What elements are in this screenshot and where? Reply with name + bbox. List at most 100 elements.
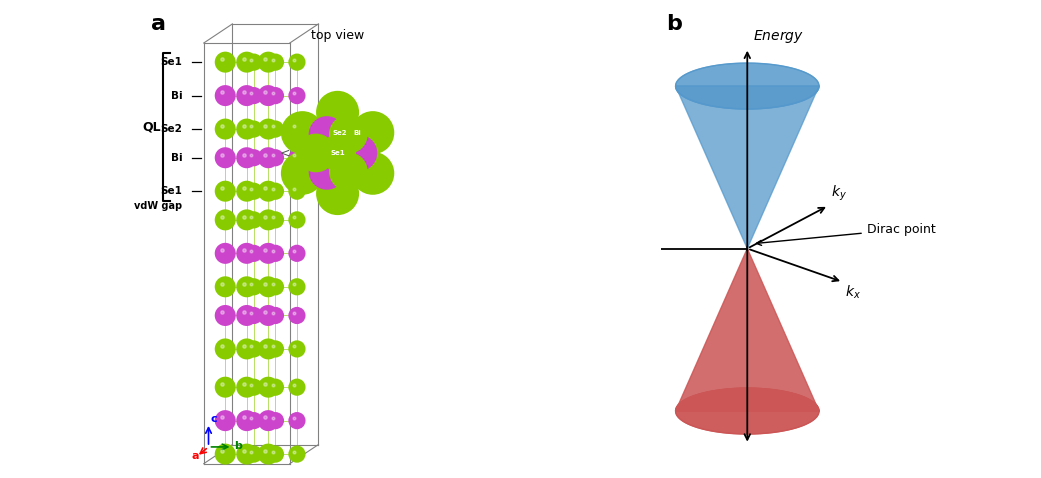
Text: Se2: Se2 [160, 124, 182, 134]
Circle shape [214, 147, 235, 168]
Circle shape [266, 412, 284, 429]
Circle shape [266, 120, 284, 138]
Circle shape [246, 445, 262, 463]
Polygon shape [676, 388, 819, 434]
Circle shape [246, 340, 262, 358]
Circle shape [266, 445, 284, 463]
Circle shape [288, 340, 306, 358]
Circle shape [236, 276, 257, 297]
Circle shape [329, 152, 367, 191]
Circle shape [288, 149, 306, 166]
Circle shape [288, 120, 306, 138]
Circle shape [258, 209, 279, 230]
Circle shape [258, 338, 279, 359]
Text: Bi: Bi [354, 130, 361, 136]
Circle shape [266, 149, 284, 166]
Circle shape [266, 87, 284, 104]
Polygon shape [676, 63, 819, 109]
Polygon shape [676, 86, 819, 249]
Circle shape [316, 91, 359, 134]
Circle shape [351, 111, 395, 154]
Circle shape [329, 115, 367, 154]
Circle shape [281, 111, 324, 154]
Circle shape [236, 181, 257, 202]
Circle shape [288, 183, 306, 200]
Circle shape [258, 52, 279, 73]
Circle shape [214, 119, 235, 140]
Circle shape [246, 211, 262, 228]
Circle shape [309, 153, 345, 190]
Circle shape [246, 54, 262, 71]
Circle shape [246, 412, 262, 429]
Circle shape [258, 410, 279, 431]
Circle shape [214, 305, 235, 326]
Circle shape [246, 379, 262, 396]
Circle shape [258, 119, 279, 140]
Text: $k_x$: $k_x$ [845, 283, 861, 301]
Circle shape [288, 245, 306, 262]
Circle shape [266, 54, 284, 71]
Circle shape [214, 276, 235, 297]
Circle shape [258, 85, 279, 106]
Circle shape [288, 87, 306, 104]
Circle shape [258, 147, 279, 168]
Circle shape [236, 338, 257, 359]
Circle shape [236, 410, 257, 431]
Text: c: c [210, 413, 218, 424]
Circle shape [266, 245, 284, 262]
Circle shape [288, 278, 306, 295]
Circle shape [236, 209, 257, 230]
Circle shape [266, 340, 284, 358]
Circle shape [236, 52, 257, 73]
Circle shape [236, 444, 257, 465]
Circle shape [214, 377, 235, 398]
Circle shape [316, 172, 359, 215]
Circle shape [288, 412, 306, 429]
Circle shape [258, 243, 279, 264]
Circle shape [266, 307, 284, 324]
Circle shape [214, 410, 235, 431]
Text: $k_y$: $k_y$ [831, 184, 846, 203]
Circle shape [214, 52, 235, 73]
Text: vdW gap: vdW gap [134, 201, 182, 210]
Text: Se2: Se2 [333, 130, 348, 136]
Circle shape [258, 181, 279, 202]
Circle shape [288, 54, 306, 71]
Circle shape [288, 379, 306, 396]
Circle shape [214, 85, 235, 106]
Circle shape [309, 116, 345, 152]
Text: top view: top view [311, 29, 364, 42]
Text: b: b [234, 441, 243, 451]
Circle shape [236, 85, 257, 106]
Circle shape [351, 152, 395, 195]
Circle shape [258, 305, 279, 326]
Circle shape [246, 120, 262, 138]
Text: QL: QL [142, 120, 160, 133]
Circle shape [236, 377, 257, 398]
Circle shape [246, 183, 262, 200]
Circle shape [266, 183, 284, 200]
Text: a: a [151, 14, 167, 34]
Circle shape [258, 377, 279, 398]
Text: Se1: Se1 [160, 57, 182, 67]
Polygon shape [676, 249, 819, 411]
Circle shape [214, 243, 235, 264]
Circle shape [236, 147, 257, 168]
Circle shape [288, 445, 306, 463]
Circle shape [288, 211, 306, 228]
Text: b: b [666, 14, 682, 34]
Circle shape [288, 307, 306, 324]
Circle shape [246, 87, 262, 104]
Circle shape [214, 338, 235, 359]
Circle shape [236, 119, 257, 140]
Text: Bi: Bi [171, 153, 182, 163]
Circle shape [266, 211, 284, 228]
Circle shape [320, 135, 356, 171]
Text: <: < [279, 146, 289, 160]
Text: $\mathit{Energy}$: $\mathit{Energy}$ [753, 28, 804, 45]
Circle shape [258, 444, 279, 465]
Circle shape [340, 135, 377, 171]
Text: Se1: Se1 [330, 150, 345, 156]
Circle shape [236, 305, 257, 326]
Circle shape [246, 278, 262, 295]
